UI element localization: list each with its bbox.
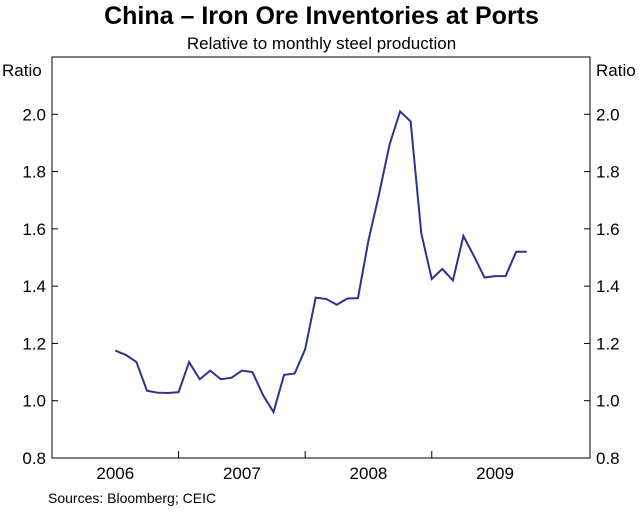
series-line xyxy=(114,109,527,415)
x-tick-label: 2009 xyxy=(476,464,514,483)
source-note: Sources: Bloomberg; CEIC xyxy=(48,490,217,506)
x-tick-label: 2006 xyxy=(96,464,134,483)
y-tick-label-right: 2.0 xyxy=(596,105,620,124)
y-tick-label-right: 1.8 xyxy=(596,163,620,182)
x-tick-label: 2007 xyxy=(223,464,261,483)
y-tick-label-right: 0.8 xyxy=(596,449,620,468)
y-tick-label-right: 1.6 xyxy=(596,220,620,239)
y-axis-label-right: Ratio xyxy=(596,61,636,80)
y-tick-label-left: 1.4 xyxy=(22,277,46,296)
y-tick-label-left: 1.8 xyxy=(22,163,46,182)
y-tick-label-left: 0.8 xyxy=(22,449,46,468)
y-tick-label-right: 1.2 xyxy=(596,334,620,353)
plot-frame xyxy=(51,56,591,459)
x-tick-label: 2008 xyxy=(350,464,388,483)
y-tick-label-left: 2.0 xyxy=(22,105,46,124)
y-tick-label-right: 1.0 xyxy=(596,392,620,411)
chart-title: China – Iron Ore Inventories at Ports xyxy=(104,2,539,30)
y-tick-label-left: 1.6 xyxy=(22,220,46,239)
y-tick-label-right: 1.4 xyxy=(596,277,620,296)
y-tick-label-left: 1.2 xyxy=(22,334,46,353)
y-tick-label-left: 1.0 xyxy=(22,392,46,411)
y-axis-label-left: Ratio xyxy=(2,61,42,80)
chart-subtitle: Relative to monthly steel production xyxy=(186,34,457,53)
